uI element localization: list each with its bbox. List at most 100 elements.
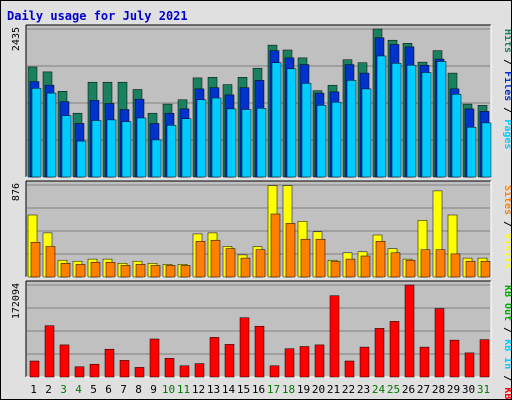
bar-sites: [465, 260, 476, 278]
bar-kb-f: [194, 363, 205, 378]
bar-sites: [135, 264, 146, 278]
legend-entry: Pages: [502, 119, 511, 149]
x-tick-label: 7: [120, 383, 127, 396]
bar-kb-f: [419, 346, 430, 378]
bar-kb-f: [404, 284, 415, 378]
bar-pages: [436, 61, 447, 178]
x-tick-label: 13: [207, 383, 220, 396]
bar-kb-f: [164, 358, 175, 378]
bar-sites: [420, 249, 431, 278]
bar-pages: [271, 62, 282, 178]
bar-kb-f: [89, 363, 100, 378]
x-tick-label: 23: [357, 383, 370, 396]
x-tick-label: 10: [162, 383, 175, 396]
x-tick-label: 14: [222, 383, 236, 396]
legend-separator: /: [502, 101, 511, 119]
bar-kb-f: [374, 328, 385, 378]
bar-kb-f: [314, 344, 325, 378]
panel-1-max-label: 2435: [11, 27, 22, 51]
bar-kb-f: [434, 308, 445, 378]
bar-kb-f: [149, 338, 160, 378]
x-tick-label: 4: [75, 383, 82, 396]
bar-kb-f: [464, 352, 475, 378]
bar-kb-f: [29, 360, 40, 378]
bar-pages: [106, 119, 117, 178]
x-tick-label: 8: [135, 383, 142, 396]
bar-pages: [136, 117, 147, 178]
bar-pages: [316, 105, 327, 178]
bar-kb-f: [329, 295, 340, 378]
bar-sites: [450, 253, 461, 278]
panel-3-legend: KB Out / KB In / KB F: [502, 285, 511, 399]
bar-pages: [406, 64, 417, 178]
bar-pages: [91, 120, 102, 178]
bar-kb-f: [359, 346, 370, 378]
bar-kb-f: [104, 348, 115, 378]
bar-sites: [480, 260, 491, 278]
legend-entry: KB In: [502, 339, 511, 369]
bar-sites: [405, 259, 416, 278]
bar-pages: [31, 88, 42, 178]
x-tick-label: 26: [402, 383, 415, 396]
bar-sites: [300, 238, 311, 278]
x-tick-label: 25: [387, 383, 400, 396]
bar-kb-f: [44, 325, 55, 378]
bar-sites: [435, 249, 446, 278]
bar-sites: [195, 241, 206, 278]
bar-kb-f: [284, 348, 295, 378]
x-tick-label: 29: [447, 383, 460, 396]
panel-1-legend: Hits / Files / Pages: [502, 29, 511, 149]
bar-pages: [181, 118, 192, 178]
x-tick-label: 19: [297, 383, 310, 396]
x-tick-label: 5: [90, 383, 97, 396]
bar-pages: [46, 92, 57, 178]
x-tick-label: 16: [252, 383, 265, 396]
bar-pages: [241, 109, 252, 178]
panel-3-max-label: 172094: [11, 283, 22, 319]
x-tick-label: 28: [432, 383, 445, 396]
legend-entry: KB Out: [502, 285, 511, 321]
bar-pages: [151, 139, 162, 178]
bar-kb-f: [59, 344, 70, 378]
x-tick-label: 18: [282, 383, 295, 396]
bar-pages: [331, 101, 342, 178]
bar-pages: [481, 122, 492, 178]
legend-entry: Files: [502, 71, 511, 101]
bar-sites: [45, 246, 56, 278]
bar-kb-f: [119, 360, 130, 378]
bar-pages: [466, 126, 477, 178]
bar-sites: [180, 265, 191, 278]
legend-separator: /: [502, 53, 511, 71]
bar-kb-f: [74, 366, 85, 378]
panel-2-max-label: 876: [11, 183, 22, 201]
bar-pages: [376, 55, 387, 178]
bar-sites: [165, 265, 176, 278]
x-tick-label: 1: [30, 383, 37, 396]
x-tick-label: 21: [327, 383, 340, 396]
bar-sites: [375, 241, 386, 278]
bar-kb-f: [254, 325, 265, 378]
bar-sites: [75, 264, 86, 278]
bar-sites: [285, 223, 296, 278]
x-tick-label: 24: [372, 383, 386, 396]
bar-kb-f: [179, 365, 190, 378]
bar-kb-f: [134, 367, 145, 378]
bar-kb-f: [209, 337, 220, 378]
x-tick-label: 20: [312, 383, 325, 396]
bar-kb-f: [299, 346, 310, 378]
legend-separator: /: [502, 369, 511, 387]
bar-pages: [226, 108, 237, 178]
x-tick-label: 27: [417, 383, 430, 396]
legend-entry: Sites: [502, 185, 511, 215]
bar-pages: [196, 99, 207, 178]
x-tick-label: 11: [177, 383, 190, 396]
x-tick-label: 3: [60, 383, 67, 396]
panel-2-legend: Sites / Visits: [502, 185, 511, 269]
bar-sites: [105, 262, 116, 278]
legend-entry: KB F: [502, 387, 511, 399]
bar-sites: [330, 260, 341, 278]
x-tick-label: 30: [462, 383, 475, 396]
bar-sites: [225, 248, 236, 278]
bar-sites: [120, 265, 131, 278]
